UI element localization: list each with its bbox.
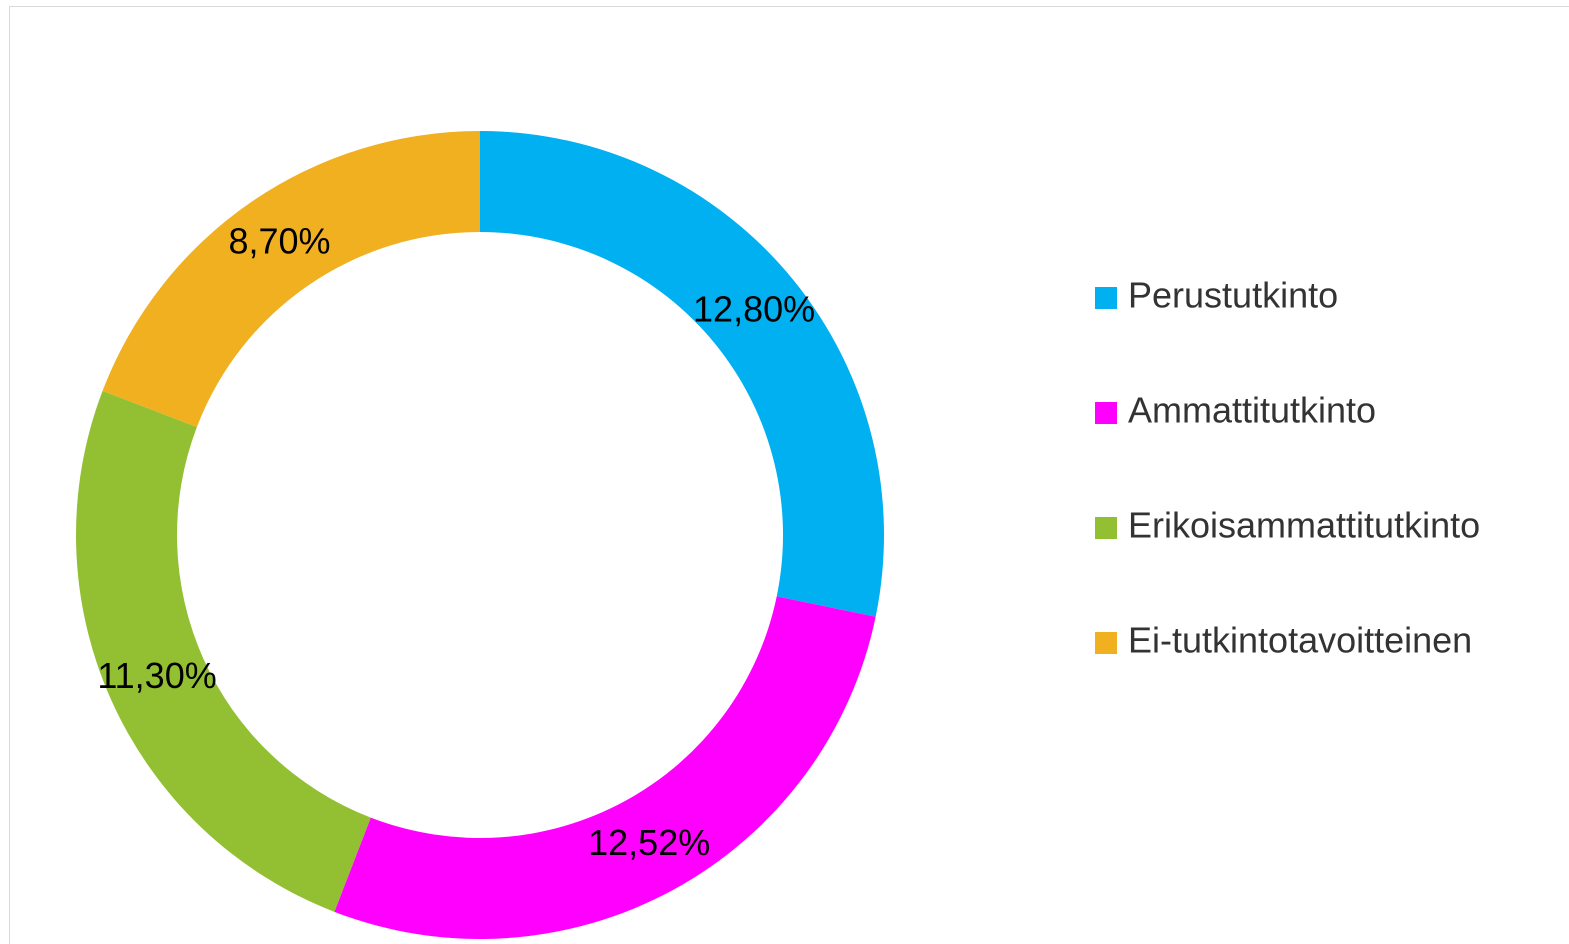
legend-label: Ammattitutkinto (1128, 390, 1376, 431)
legend-swatch (1095, 287, 1117, 309)
donut-segment (334, 596, 876, 939)
legend-label: Ei-tutkintotavoitteinen (1128, 620, 1472, 661)
donut-segment (75, 390, 371, 912)
donut-segment (102, 130, 480, 427)
legend-label: Erikoisammattitutkinto (1128, 505, 1480, 546)
data-label: 12,52% (588, 822, 710, 863)
legend-label: Perustutkinto (1128, 275, 1338, 316)
data-label: 12,80% (693, 288, 815, 329)
donut-segment (480, 131, 884, 617)
legend-swatch (1095, 632, 1117, 654)
legend-swatch (1095, 402, 1117, 424)
data-label: 8,70% (228, 220, 330, 261)
data-label: 11,30% (97, 655, 216, 696)
legend-swatch (1095, 517, 1117, 539)
